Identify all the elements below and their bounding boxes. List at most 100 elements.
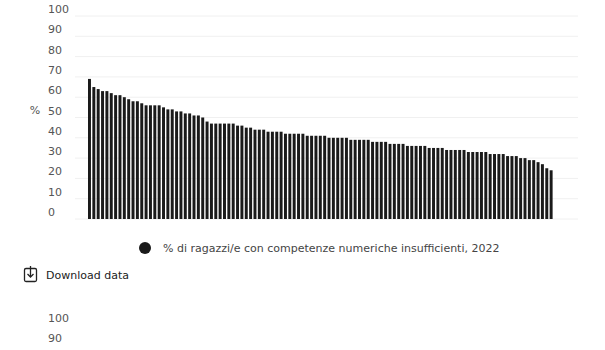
bar xyxy=(175,111,178,219)
y-tick-label: 70 xyxy=(48,64,62,77)
bar xyxy=(236,126,239,219)
bar xyxy=(406,146,409,219)
bar xyxy=(114,95,117,219)
bar xyxy=(389,144,392,219)
download-icon[interactable] xyxy=(25,266,37,282)
bar xyxy=(493,154,496,219)
bar xyxy=(349,140,352,219)
bar xyxy=(463,150,466,219)
bar xyxy=(319,136,322,219)
bar xyxy=(153,105,156,219)
bar xyxy=(293,134,296,219)
chart: 0102030405060708090100%% di ragazzi/e co… xyxy=(0,0,605,350)
bar xyxy=(502,154,505,219)
bar xyxy=(310,136,313,219)
bar xyxy=(415,146,418,219)
bar xyxy=(449,150,452,219)
bar xyxy=(197,115,200,219)
chart-root: 0102030405060708090100%% di ragazzi/e co… xyxy=(0,0,605,350)
bar xyxy=(136,101,139,219)
y-tick-label: 60 xyxy=(48,84,62,97)
bar xyxy=(88,79,91,219)
bar xyxy=(201,118,204,220)
bar xyxy=(258,130,261,219)
bar xyxy=(179,111,182,219)
bar xyxy=(193,115,196,219)
bar xyxy=(510,156,513,219)
bars xyxy=(88,79,553,219)
bar xyxy=(489,154,492,219)
bar xyxy=(436,148,439,219)
bar xyxy=(275,132,278,219)
bar xyxy=(227,124,230,219)
bar xyxy=(537,162,540,219)
bar xyxy=(367,140,370,219)
bar xyxy=(162,107,165,219)
y-tick-label: 100 xyxy=(48,3,69,16)
bar xyxy=(423,146,426,219)
bar xyxy=(519,158,522,219)
grid-line xyxy=(75,97,578,98)
bar xyxy=(284,134,287,219)
bar xyxy=(184,113,187,219)
bar xyxy=(149,105,152,219)
bar xyxy=(171,109,174,219)
bar xyxy=(428,148,431,219)
bar xyxy=(362,140,365,219)
bar xyxy=(223,124,226,219)
bar xyxy=(314,136,317,219)
grid-line xyxy=(75,36,578,37)
bar xyxy=(484,152,487,219)
bar xyxy=(140,103,143,219)
bar xyxy=(188,113,191,219)
bar xyxy=(253,130,256,219)
bar xyxy=(545,168,548,219)
bar xyxy=(458,150,461,219)
bar xyxy=(454,150,457,219)
bar xyxy=(301,134,304,219)
bar xyxy=(280,132,283,219)
y-tick-label: 20 xyxy=(48,165,62,178)
y-tick-label: 50 xyxy=(48,105,62,118)
grid-line xyxy=(75,56,578,57)
bar xyxy=(145,105,148,219)
y-axis-label: % xyxy=(30,104,40,117)
bar xyxy=(402,144,405,219)
bar xyxy=(271,132,274,219)
bar xyxy=(371,142,374,219)
bar xyxy=(158,105,161,219)
bar xyxy=(123,97,126,219)
bar xyxy=(249,128,252,219)
bar xyxy=(515,156,518,219)
bar xyxy=(397,144,400,219)
bar xyxy=(532,160,535,219)
bar xyxy=(550,170,553,219)
bar xyxy=(445,150,448,219)
bar xyxy=(206,122,209,219)
bar xyxy=(105,91,108,219)
bar xyxy=(240,126,243,219)
y-tick-label: 40 xyxy=(48,125,62,138)
grid-line xyxy=(75,76,578,77)
bar xyxy=(528,160,531,219)
bar xyxy=(354,140,357,219)
bar xyxy=(132,101,135,219)
download-link[interactable]: Download data xyxy=(46,269,129,282)
bar xyxy=(118,95,121,219)
y-tick-label: 90 xyxy=(48,23,62,36)
bar xyxy=(328,138,331,219)
bar xyxy=(375,142,378,219)
next-chart-tick-label: 100 xyxy=(48,312,69,325)
bar xyxy=(219,124,222,219)
bar xyxy=(384,142,387,219)
bar xyxy=(467,152,470,219)
bar xyxy=(267,132,270,219)
bar xyxy=(166,109,169,219)
bar xyxy=(127,99,130,219)
bar xyxy=(506,156,509,219)
next-chart-tick-label: 90 xyxy=(48,332,62,345)
legend-marker xyxy=(139,242,151,254)
bar xyxy=(210,124,213,219)
bar xyxy=(232,124,235,219)
bar xyxy=(214,124,217,219)
